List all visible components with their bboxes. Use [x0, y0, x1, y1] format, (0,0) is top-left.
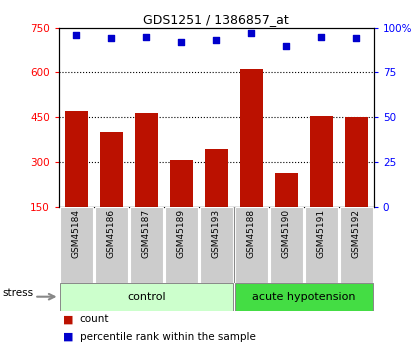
Point — [143, 34, 150, 39]
Bar — [205, 149, 228, 207]
Text: percentile rank within the sample: percentile rank within the sample — [80, 332, 256, 342]
Text: GSM45190: GSM45190 — [282, 209, 291, 258]
Bar — [94, 207, 128, 283]
Text: GSM45184: GSM45184 — [72, 209, 81, 258]
Text: GSM45188: GSM45188 — [247, 209, 256, 258]
Point — [283, 43, 290, 48]
Text: GSM45186: GSM45186 — [107, 209, 116, 258]
Text: acute hypotension: acute hypotension — [252, 292, 356, 302]
Point — [353, 36, 360, 41]
Point — [178, 39, 185, 45]
Point — [213, 37, 220, 43]
Text: GSM45189: GSM45189 — [177, 209, 186, 258]
Bar — [170, 160, 193, 207]
Bar — [200, 207, 233, 283]
Bar — [270, 207, 303, 283]
Title: GDS1251 / 1386857_at: GDS1251 / 1386857_at — [143, 13, 289, 27]
Bar — [234, 283, 373, 310]
Bar — [339, 207, 373, 283]
Bar — [65, 111, 88, 207]
Bar — [345, 117, 368, 207]
Text: ■: ■ — [63, 314, 74, 324]
Text: stress: stress — [2, 288, 33, 298]
Point — [73, 32, 80, 38]
Text: count: count — [80, 314, 109, 324]
Bar — [129, 207, 163, 283]
Bar — [135, 113, 158, 207]
Bar — [304, 207, 338, 283]
Bar — [240, 69, 262, 207]
Bar — [60, 283, 233, 310]
Text: GSM45187: GSM45187 — [142, 209, 151, 258]
Bar — [275, 172, 298, 207]
Bar — [310, 116, 333, 207]
Text: GSM45191: GSM45191 — [317, 209, 326, 258]
Point — [318, 34, 325, 39]
Point — [108, 36, 115, 41]
Bar — [234, 207, 268, 283]
Text: ■: ■ — [63, 332, 74, 342]
Bar — [100, 132, 123, 207]
Text: GSM45193: GSM45193 — [212, 209, 221, 258]
Bar — [60, 207, 93, 283]
Text: GSM45192: GSM45192 — [352, 209, 361, 258]
Bar — [165, 207, 198, 283]
Text: control: control — [127, 292, 165, 302]
Point — [248, 30, 255, 36]
